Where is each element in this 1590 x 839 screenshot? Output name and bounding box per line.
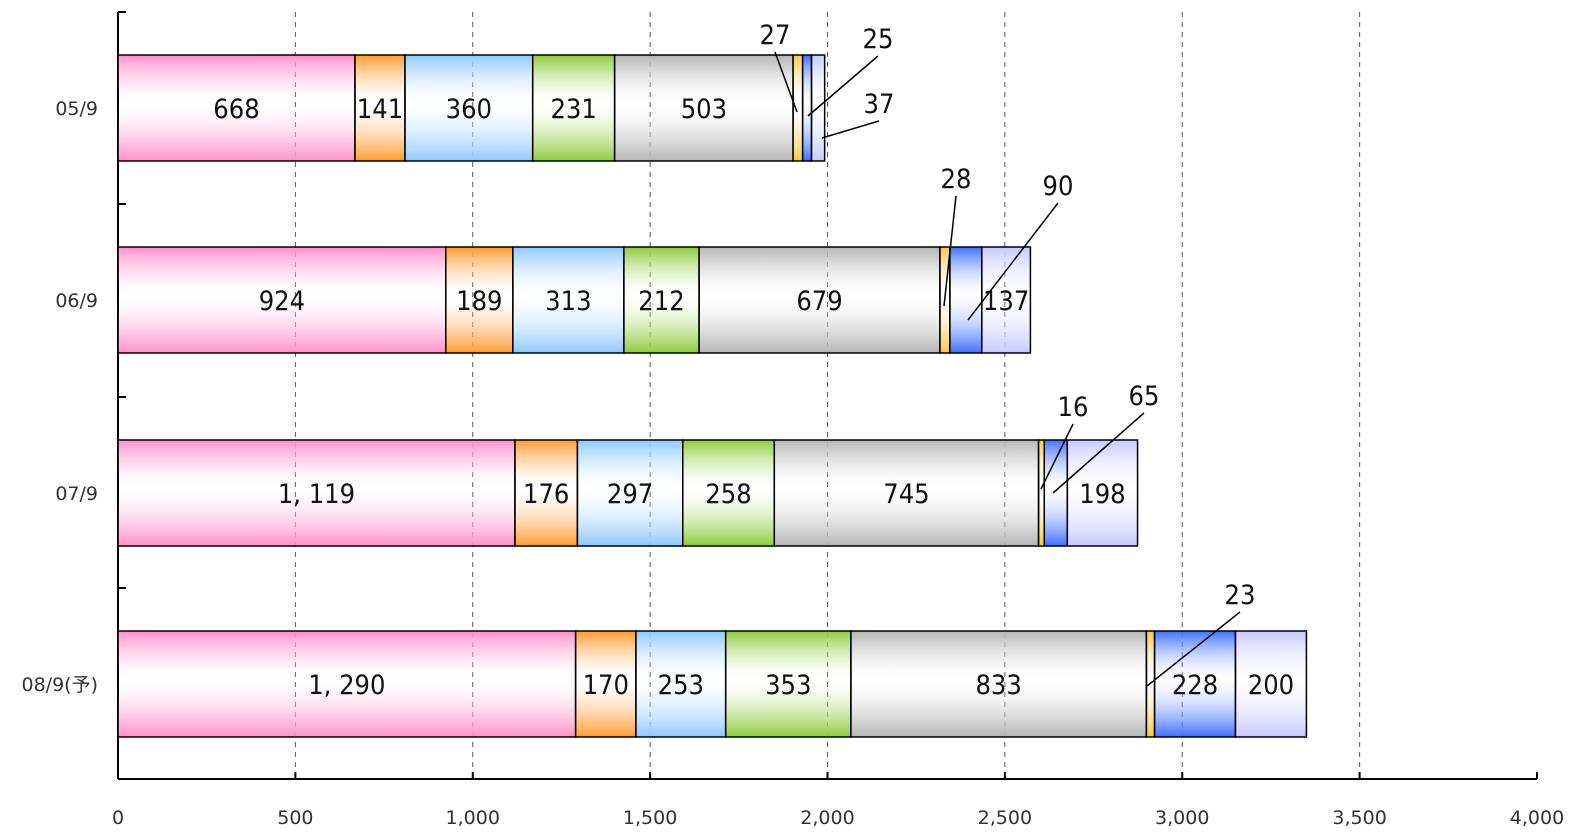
leader-line xyxy=(1052,412,1145,494)
data-label: 65 xyxy=(1129,381,1160,412)
data-label: 28 xyxy=(941,164,972,195)
data-label: 189 xyxy=(456,286,502,317)
category-label: 05/9 xyxy=(55,98,98,120)
bar-segment xyxy=(354,54,406,162)
grid-lines xyxy=(294,12,1361,779)
bar-segment xyxy=(801,54,813,162)
bar-segment xyxy=(773,439,1040,547)
category-label: 07/9 xyxy=(55,483,98,505)
bar-segment xyxy=(613,54,794,162)
data-label: 258 xyxy=(705,479,751,510)
bar-segment xyxy=(117,439,516,547)
bar-segment xyxy=(512,246,625,354)
data-label: 253 xyxy=(658,670,704,701)
data-label: 503 xyxy=(681,94,727,125)
data-label: 200 xyxy=(1248,670,1294,701)
data-label: 90 xyxy=(1043,171,1074,202)
x-tick-label: 0 xyxy=(112,807,124,829)
bar-segment xyxy=(850,630,1148,738)
bar-segment xyxy=(682,439,776,547)
x-tick-label: 1,000 xyxy=(446,807,500,829)
bar-segment xyxy=(981,246,1032,354)
leader-line xyxy=(821,120,880,139)
bar-segment xyxy=(576,439,684,547)
bar-segment xyxy=(117,630,577,738)
leader-line xyxy=(967,202,1059,321)
leader-line xyxy=(774,51,798,113)
category-label: 08/9(予) xyxy=(22,674,99,696)
data-label: 360 xyxy=(446,94,492,125)
data-labels: 668 141 360 231 503 27 25 37 924 189 313 212 679 28 90… xyxy=(213,20,1294,701)
data-label: 228 xyxy=(1172,670,1218,701)
bar-segment xyxy=(445,246,514,354)
bar-segment xyxy=(1037,439,1046,547)
leader-line xyxy=(943,195,957,307)
leader-line xyxy=(1146,611,1241,687)
x-tick-label: 2,500 xyxy=(978,807,1032,829)
data-label: 137 xyxy=(983,286,1029,317)
bar-segment xyxy=(623,246,700,354)
bar-segment xyxy=(117,54,356,162)
bar-segment xyxy=(949,246,983,354)
data-label: 668 xyxy=(213,94,259,125)
bar-segment xyxy=(792,54,804,162)
data-label: 745 xyxy=(883,479,929,510)
x-tick-label: 4,000 xyxy=(1510,807,1564,829)
bar-segment xyxy=(117,246,447,354)
data-label: 833 xyxy=(975,670,1021,701)
data-label: 679 xyxy=(796,286,842,317)
data-label: 212 xyxy=(638,286,684,317)
data-label: 198 xyxy=(1079,479,1125,510)
bar-segment xyxy=(531,54,616,162)
x-tick-label: 3,000 xyxy=(1155,807,1209,829)
bar-segment xyxy=(635,630,727,738)
data-label: 1, 119 xyxy=(278,479,355,510)
axes: 0 500 1,000 1,500 2,000 2,500 3,000 3,500 4,000 0… xyxy=(22,11,1564,829)
leader-line xyxy=(807,55,879,117)
data-label: 353 xyxy=(765,670,811,701)
data-label: 176 xyxy=(523,479,569,510)
data-label: 23 xyxy=(1225,580,1256,611)
data-label: 170 xyxy=(583,670,629,701)
bar-segment xyxy=(514,439,579,547)
bars xyxy=(117,54,1308,738)
bar-segment xyxy=(1234,630,1308,738)
data-label: 313 xyxy=(545,286,591,317)
x-tick-label: 500 xyxy=(277,807,313,829)
data-label: 1, 290 xyxy=(308,670,385,701)
data-label: 924 xyxy=(259,286,305,317)
x-tick-label: 3,500 xyxy=(1332,807,1386,829)
leader-line xyxy=(1040,423,1074,490)
bar-segment xyxy=(698,246,941,354)
x-tick-label: 1,500 xyxy=(623,807,677,829)
x-tick-label: 2,000 xyxy=(800,807,854,829)
bar-segment xyxy=(1066,439,1139,547)
data-label: 37 xyxy=(864,89,895,120)
data-label: 27 xyxy=(760,20,791,51)
data-label: 25 xyxy=(863,24,894,55)
data-label: 16 xyxy=(1058,392,1089,423)
bar-segment xyxy=(404,54,534,162)
data-label: 231 xyxy=(550,94,596,125)
data-label: 297 xyxy=(607,479,653,510)
data-label: 141 xyxy=(357,94,403,125)
category-label: 06/9 xyxy=(55,290,98,312)
bar-segment xyxy=(1043,439,1069,547)
